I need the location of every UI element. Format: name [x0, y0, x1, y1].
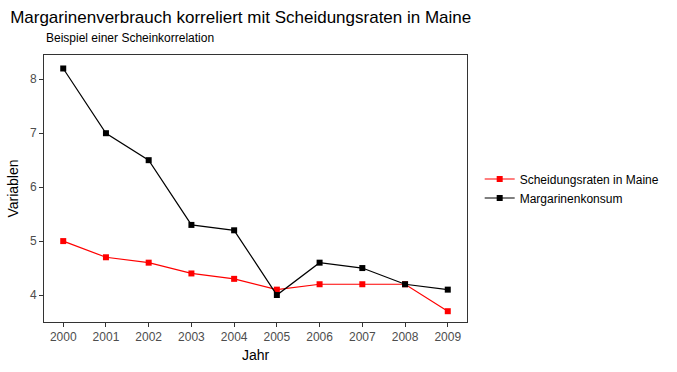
svg-text:5: 5: [30, 234, 37, 248]
svg-text:2005: 2005: [264, 330, 291, 344]
svg-text:2008: 2008: [392, 330, 419, 344]
svg-text:2002: 2002: [135, 330, 162, 344]
svg-text:Scheidungsraten in Maine: Scheidungsraten in Maine: [520, 173, 659, 187]
svg-text:2004: 2004: [221, 330, 248, 344]
svg-text:2006: 2006: [306, 330, 333, 344]
svg-text:2000: 2000: [50, 330, 77, 344]
svg-text:Margarinenverbrauch korreliert: Margarinenverbrauch korreliert mit Schei…: [10, 8, 471, 27]
svg-text:6: 6: [30, 180, 37, 194]
svg-text:Margarinenkonsum: Margarinenkonsum: [520, 192, 623, 206]
svg-text:4: 4: [30, 288, 37, 302]
svg-text:Variablen: Variablen: [5, 159, 21, 217]
svg-text:2007: 2007: [349, 330, 376, 344]
svg-text:8: 8: [30, 72, 37, 86]
svg-text:2009: 2009: [434, 330, 461, 344]
svg-text:2003: 2003: [178, 330, 205, 344]
svg-text:7: 7: [30, 126, 37, 140]
svg-text:Jahr: Jahr: [242, 347, 270, 363]
svg-text:2001: 2001: [93, 330, 120, 344]
svg-text:Beispiel einer Scheinkorrelati: Beispiel einer Scheinkorrelation: [46, 31, 214, 45]
